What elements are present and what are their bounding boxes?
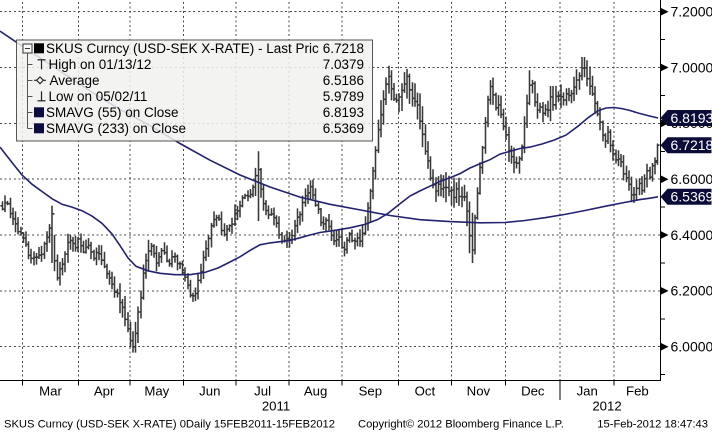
svg-text:7.2000: 7.2000 [671,4,712,20]
svg-text:May: May [144,384,169,399]
svg-text:2012: 2012 [592,399,621,414]
svg-text:Apr: Apr [94,384,115,399]
svg-text:6.7218: 6.7218 [323,41,364,56]
svg-text:7.0000: 7.0000 [671,59,712,75]
svg-text:Copyright© 2012 Bloomberg Fina: Copyright© 2012 Bloomberg Finance L.P. [358,419,564,431]
svg-text:7.0379: 7.0379 [323,57,364,72]
svg-text:Nov: Nov [467,384,491,399]
svg-text:Jan: Jan [577,384,598,399]
svg-text:6.2000: 6.2000 [671,283,712,299]
svg-text:Oct: Oct [415,384,436,399]
svg-text:SKUS Curncy (USD-SEK X-RATE) 0: SKUS Curncy (USD-SEK X-RATE) 0Daily 15FE… [4,419,335,431]
svg-text:Feb: Feb [626,384,649,399]
svg-text:15-Feb-2012 18:47:43: 15-Feb-2012 18:47:43 [597,419,708,431]
svg-text:Sep: Sep [359,384,382,399]
svg-text:6.8193: 6.8193 [671,110,712,126]
svg-text:Average: Average [50,73,100,88]
svg-text:6.4000: 6.4000 [671,227,712,243]
svg-text:Jun: Jun [199,384,220,399]
svg-text:Jul: Jul [254,384,271,399]
svg-text:6.7218: 6.7218 [671,137,712,153]
svg-text:2011: 2011 [262,399,290,414]
svg-text:Dec: Dec [521,384,545,399]
svg-text:6.8193: 6.8193 [323,105,364,120]
svg-text:Mar: Mar [39,384,62,399]
svg-text:6.5369: 6.5369 [323,121,364,136]
svg-text:6.6000: 6.6000 [671,171,712,187]
svg-text:6.5186: 6.5186 [323,73,364,88]
svg-text:6.0000: 6.0000 [671,339,712,355]
svg-text:High on 01/13/12: High on 01/13/12 [49,57,152,72]
svg-text:SMAVG (55) on Close: SMAVG (55) on Close [46,105,179,120]
svg-text:SMAVG (233) on Close: SMAVG (233) on Close [46,121,186,136]
svg-text:Low on 05/02/11: Low on 05/02/11 [49,89,148,104]
svg-text:5.9789: 5.9789 [323,89,364,104]
svg-text:SKUS Curncy (USD-SEK X-RATE) -: SKUS Curncy (USD-SEK X-RATE) - Last Pric [46,41,319,56]
svg-text:6.5369: 6.5369 [671,189,712,205]
svg-text:Aug: Aug [304,384,327,399]
